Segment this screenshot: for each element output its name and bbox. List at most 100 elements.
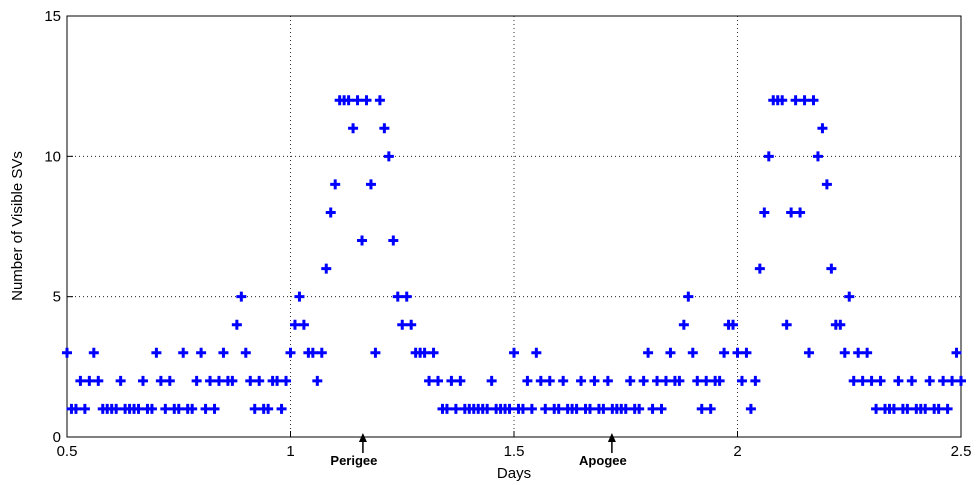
point — [714, 375, 725, 386]
point — [160, 403, 171, 414]
point — [781, 319, 792, 330]
point — [321, 263, 332, 274]
point — [938, 375, 949, 386]
point — [933, 403, 944, 414]
point — [692, 375, 703, 386]
point — [281, 375, 292, 386]
point — [307, 347, 318, 358]
point — [79, 403, 90, 414]
point — [379, 123, 390, 134]
point — [540, 403, 551, 414]
point — [652, 375, 663, 386]
point — [728, 319, 739, 330]
point — [187, 403, 198, 414]
point — [482, 403, 493, 414]
point — [374, 95, 385, 106]
point — [598, 403, 609, 414]
point — [312, 375, 323, 386]
x-tick-label: 2 — [733, 443, 741, 460]
point — [70, 403, 81, 414]
point — [236, 291, 247, 302]
point — [240, 347, 251, 358]
point — [330, 179, 341, 190]
point — [365, 179, 376, 190]
point — [151, 347, 162, 358]
point — [875, 375, 886, 386]
point — [88, 347, 99, 358]
point — [839, 347, 850, 358]
point — [75, 375, 86, 386]
point — [383, 151, 394, 162]
point — [866, 375, 877, 386]
point — [683, 291, 694, 302]
point — [732, 347, 743, 358]
point — [419, 347, 430, 358]
point — [433, 375, 444, 386]
point — [531, 347, 542, 358]
point — [441, 403, 452, 414]
point — [276, 403, 287, 414]
y-axis-label: Number of Visible SVs — [9, 151, 26, 301]
point — [906, 375, 917, 386]
point — [455, 375, 466, 386]
point — [522, 375, 533, 386]
point — [638, 375, 649, 386]
point — [245, 375, 256, 386]
point — [777, 95, 788, 106]
point — [289, 319, 300, 330]
point — [871, 403, 882, 414]
point — [902, 403, 913, 414]
point — [504, 403, 515, 414]
point — [392, 291, 403, 302]
point — [227, 375, 238, 386]
point — [486, 375, 497, 386]
x-tick-label: 1 — [286, 443, 294, 460]
plot-area — [66, 15, 962, 438]
point — [209, 403, 220, 414]
point — [625, 375, 636, 386]
point — [294, 291, 305, 302]
point — [808, 95, 819, 106]
point — [857, 375, 868, 386]
point — [589, 375, 600, 386]
point — [759, 207, 770, 218]
point — [643, 347, 654, 358]
point — [401, 291, 412, 302]
point — [786, 207, 797, 218]
point — [254, 375, 265, 386]
point — [763, 151, 774, 162]
y-tick-label: 5 — [53, 289, 61, 306]
point — [799, 95, 810, 106]
point — [178, 347, 189, 358]
point — [826, 263, 837, 274]
point — [951, 347, 962, 358]
point — [325, 207, 336, 218]
point — [924, 375, 935, 386]
point — [553, 403, 564, 414]
point — [343, 95, 354, 106]
point — [701, 375, 712, 386]
point — [719, 347, 730, 358]
point — [196, 347, 207, 358]
annotation: Perigee — [330, 453, 377, 468]
point — [584, 403, 595, 414]
point — [173, 403, 184, 414]
point — [200, 403, 211, 414]
point — [316, 347, 327, 358]
point — [231, 319, 242, 330]
point — [406, 319, 417, 330]
point — [634, 403, 645, 414]
point — [812, 151, 823, 162]
y-tick-label: 15 — [44, 8, 61, 25]
point — [348, 123, 359, 134]
x-tick-label: 1.5 — [504, 443, 525, 460]
point — [821, 179, 832, 190]
point — [446, 375, 457, 386]
point — [620, 403, 631, 414]
point — [750, 375, 761, 386]
point — [893, 375, 904, 386]
point — [137, 375, 148, 386]
point — [754, 263, 765, 274]
point — [656, 403, 667, 414]
point — [862, 347, 873, 358]
